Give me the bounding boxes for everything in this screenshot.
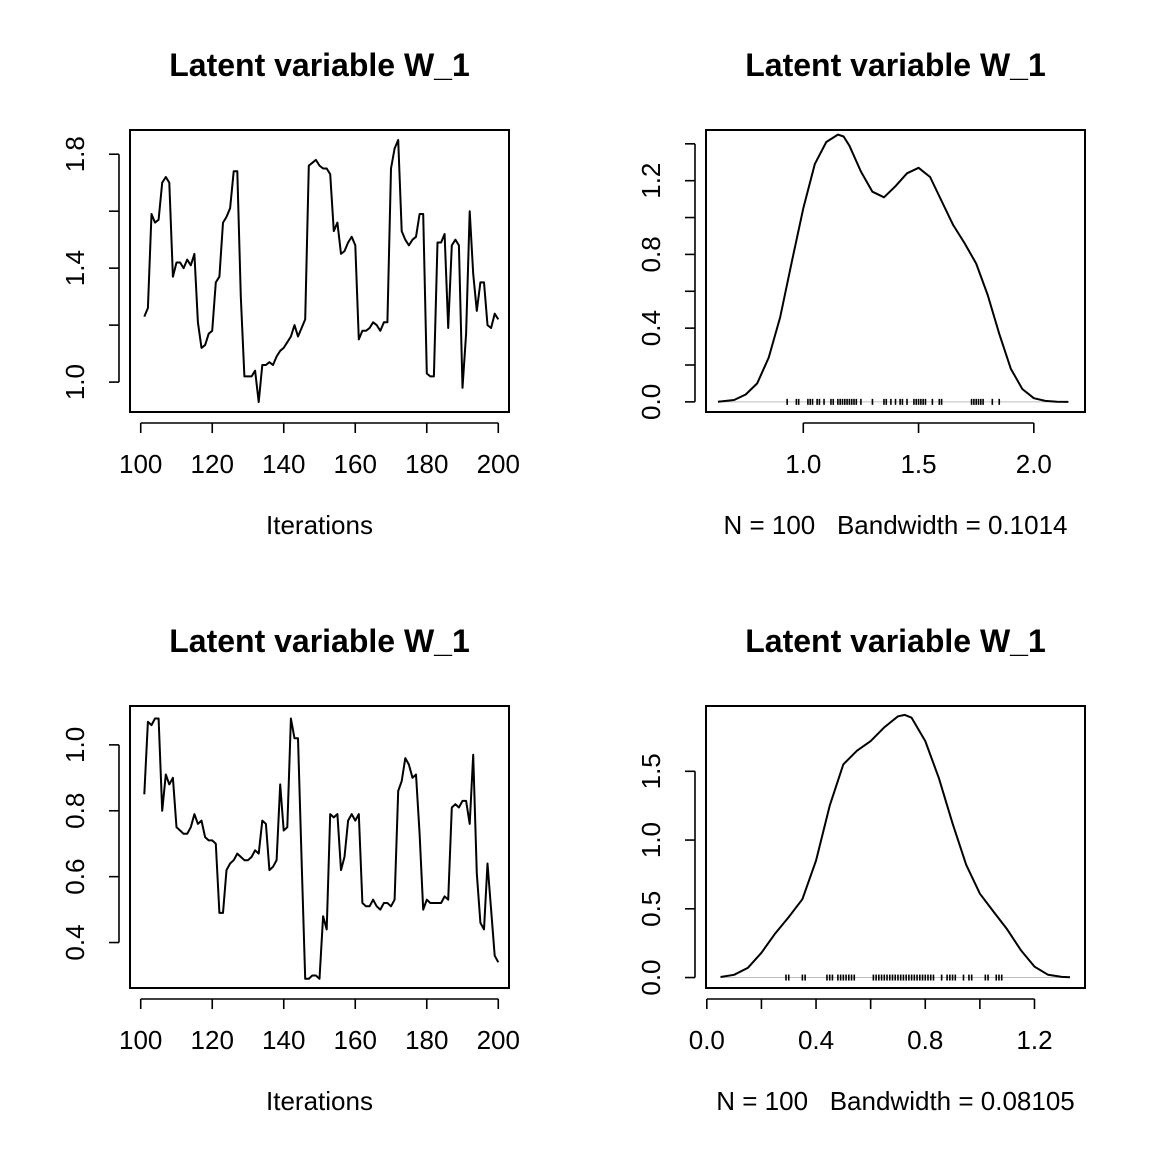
panel-4: Latent variable W_1 0.0 0.4 0.8 1.2 0.0 0.5 1.0…	[636, 623, 1086, 1116]
x-tick-label: 100	[119, 449, 162, 479]
x-tick-label: 2.0	[1016, 449, 1052, 479]
x-axis-title: Iterations	[266, 1086, 373, 1116]
y-tick-label: 0.5	[636, 891, 666, 927]
x-tick-label: 0.0	[689, 1025, 725, 1055]
x-tick-label: 180	[405, 449, 448, 479]
panel-title: Latent variable W_1	[745, 623, 1046, 659]
panel-1: Latent variable W_1 100 120 140 160 180 200 1.0…	[60, 47, 520, 540]
x-tick-label: 0.4	[798, 1025, 834, 1055]
trace-line	[143, 139, 500, 403]
x-tick-label: 1.5	[900, 449, 936, 479]
y-tick-label: 0.4	[60, 924, 90, 960]
x-tick-label: 140	[262, 449, 305, 479]
x-tick-label: 160	[334, 1025, 377, 1055]
y-tick-label: 1.8	[60, 136, 90, 172]
y-tick-label: 1.0	[636, 822, 666, 858]
density-curve	[717, 133, 1069, 403]
x-axis-title: N = 100 Bandwidth = 0.1014	[723, 510, 1067, 540]
panel-title: Latent variable W_1	[169, 47, 470, 83]
y-tick-label: 1.5	[636, 753, 666, 789]
x-tick-label: 200	[477, 1025, 520, 1055]
y-tick-label: 0.6	[60, 859, 90, 895]
x-tick-label: 1.2	[1016, 1025, 1052, 1055]
trace-line	[143, 717, 500, 980]
y-tick-label: 0.0	[636, 959, 666, 995]
y-tick-label: 0.0	[636, 384, 666, 420]
y-tick-label: 0.8	[636, 236, 666, 272]
panel-title: Latent variable W_1	[745, 47, 1046, 83]
x-axis-title: Iterations	[266, 510, 373, 540]
panel-2: Latent variable W_1 1.0 1.5 2.0 0.0 0.4 0.8 1.2…	[636, 47, 1086, 540]
x-tick-label: 0.8	[907, 1025, 943, 1055]
plot-frame	[129, 705, 510, 989]
x-tick-label: 200	[477, 449, 520, 479]
x-tick-label: 140	[262, 1025, 305, 1055]
x-tick-label: 120	[191, 1025, 234, 1055]
x-tick-label: 100	[119, 1025, 162, 1055]
panel-3: Latent variable W_1 100 120 140 160 180 200 0.4…	[60, 623, 520, 1116]
x-tick-label: 180	[405, 1025, 448, 1055]
y-tick-label: 1.2	[636, 163, 666, 199]
plot-frame	[705, 129, 1086, 413]
plot-frame	[129, 129, 510, 413]
plot-frame	[705, 705, 1086, 989]
x-tick-label: 120	[191, 449, 234, 479]
y-tick-label: 1.4	[60, 250, 90, 286]
x-axis-title: N = 100 Bandwidth = 0.08105	[716, 1086, 1075, 1116]
x-tick-label: 1.0	[785, 449, 821, 479]
y-tick-label: 0.4	[636, 310, 666, 346]
y-tick-label: 1.0	[60, 364, 90, 400]
density-curve	[720, 713, 1071, 979]
panel-title: Latent variable W_1	[169, 623, 470, 659]
y-tick-label: 0.8	[60, 793, 90, 829]
y-tick-label: 1.0	[60, 727, 90, 763]
x-tick-label: 160	[334, 449, 377, 479]
